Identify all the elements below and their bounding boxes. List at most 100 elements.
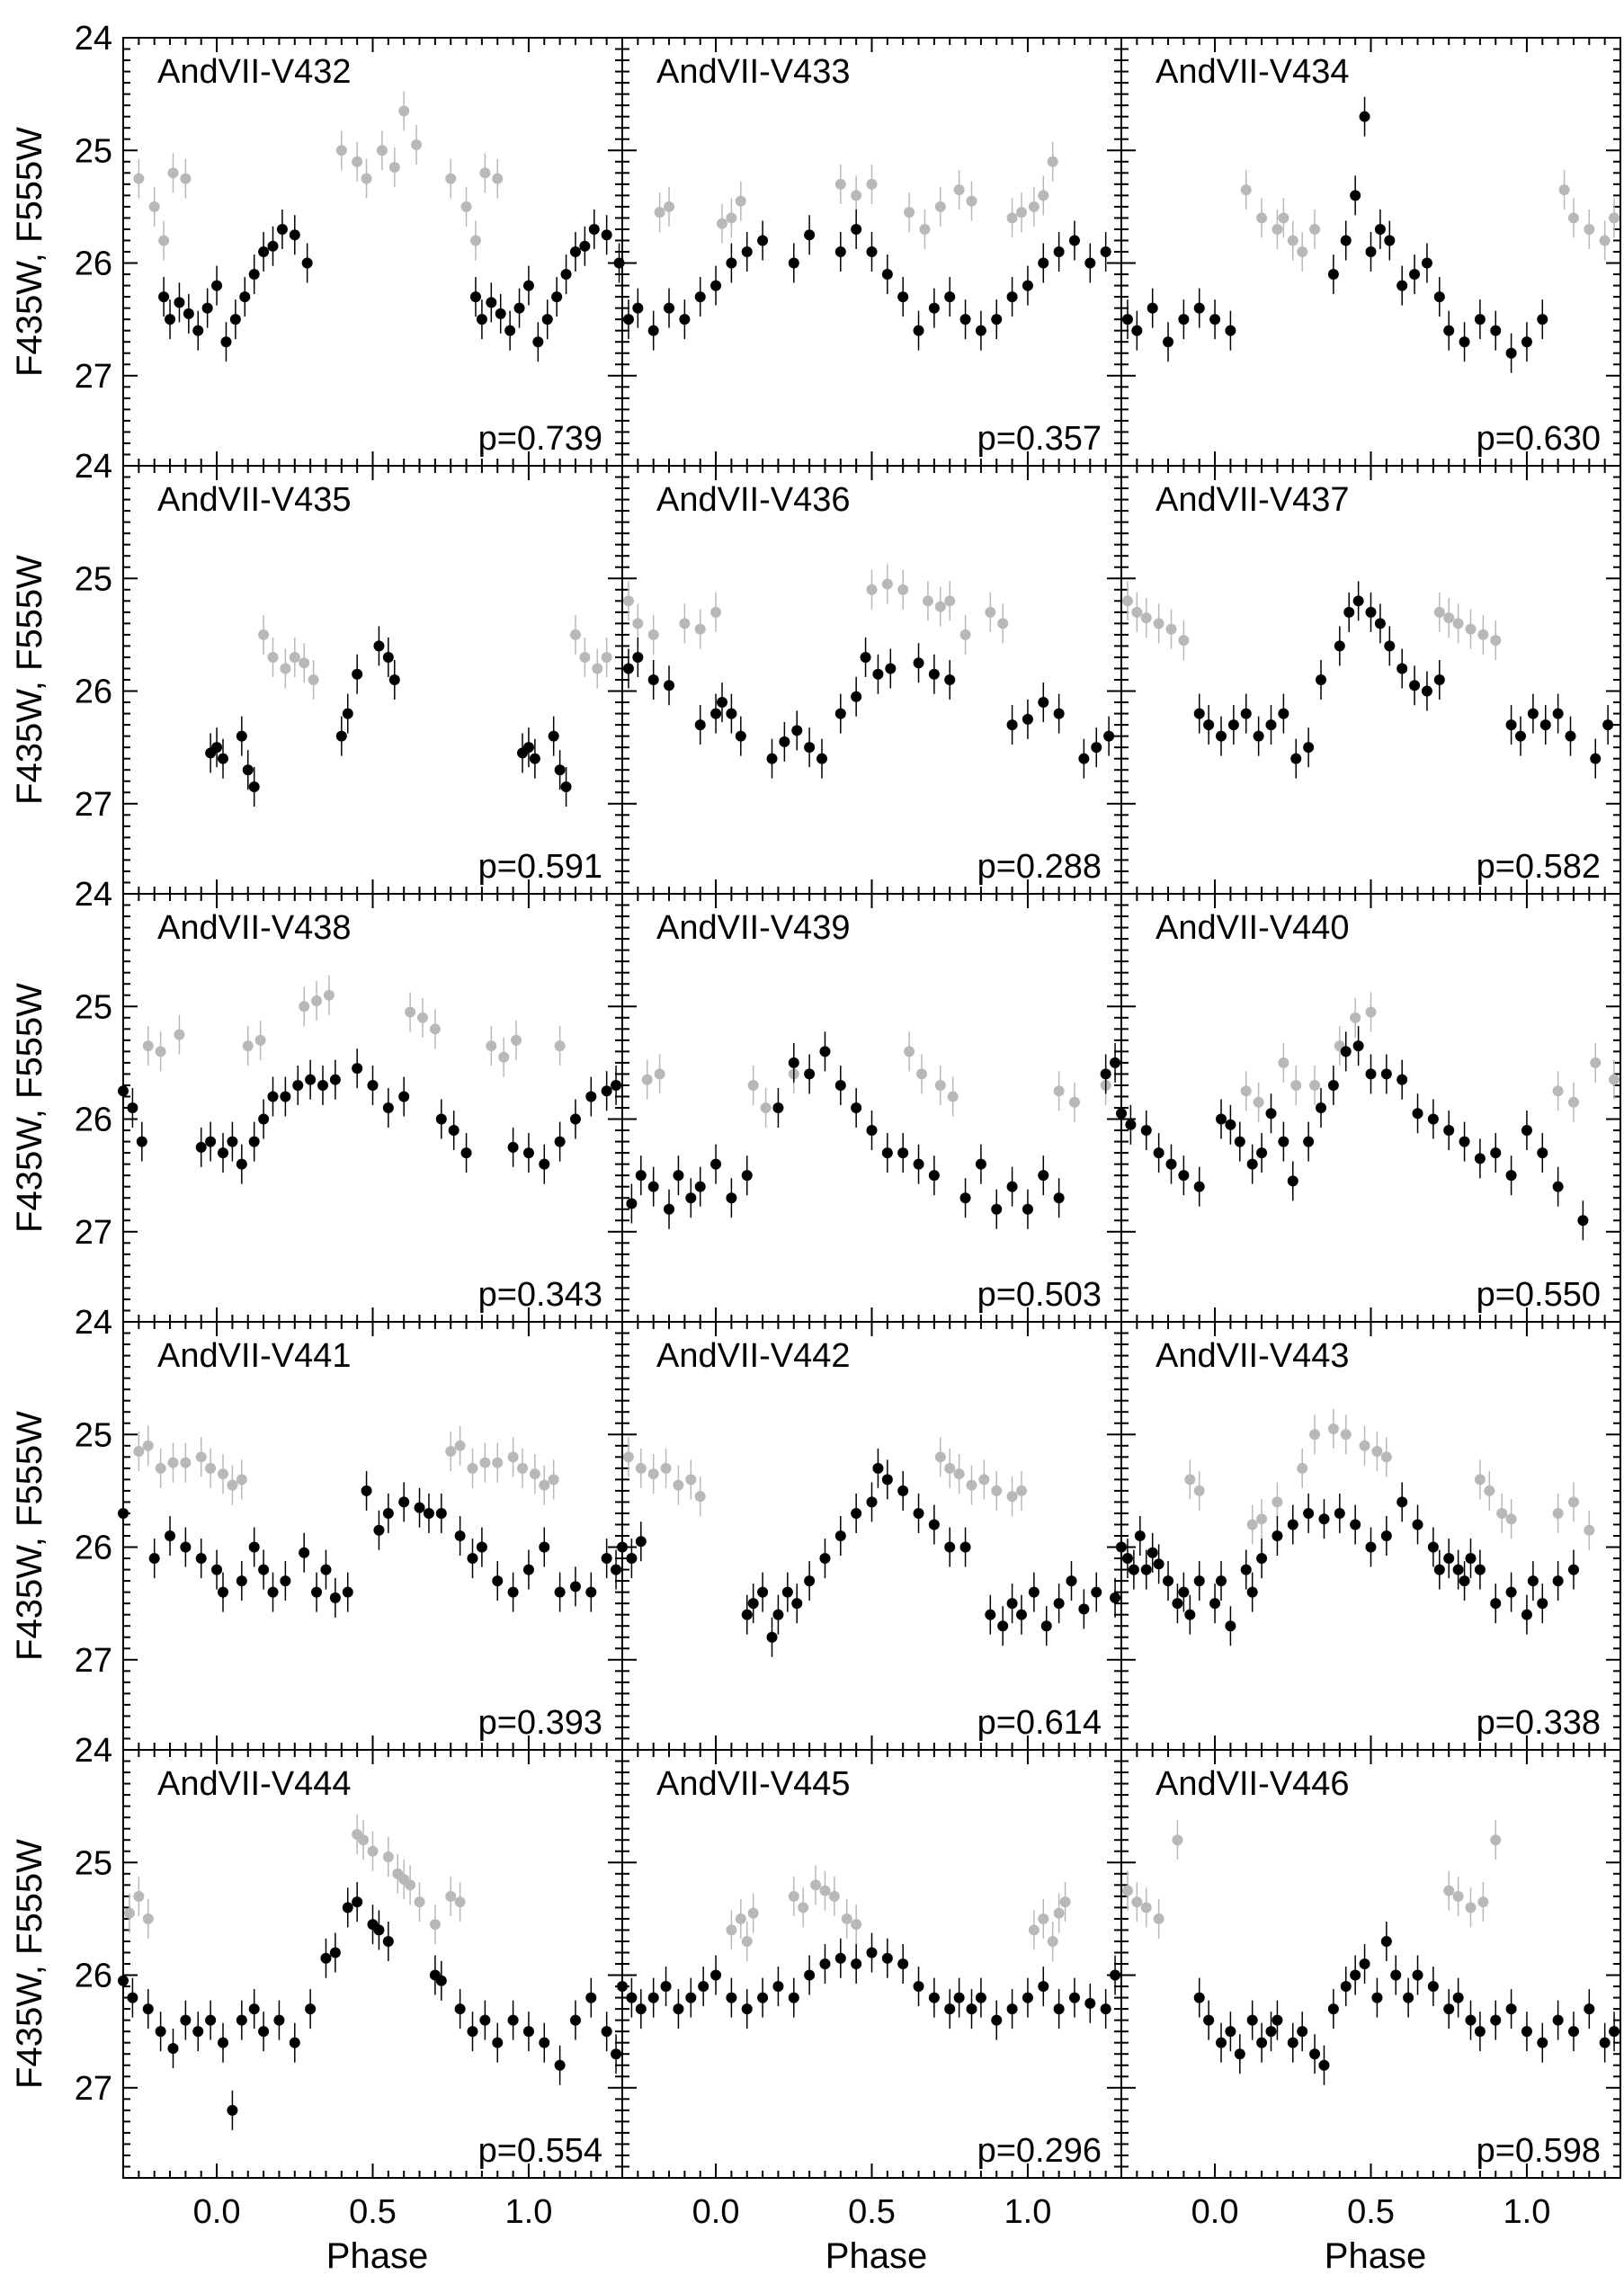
data-point xyxy=(1253,1096,1264,1108)
data-point xyxy=(601,2026,612,2038)
x-tick-label: 1.0 xyxy=(1004,2193,1052,2231)
data-point xyxy=(352,156,363,167)
y-tick-label: 26 xyxy=(75,1102,112,1139)
data-point xyxy=(834,178,846,190)
data-point xyxy=(717,697,727,709)
data-point xyxy=(1134,1530,1146,1541)
data-point xyxy=(1412,1519,1423,1530)
data-point xyxy=(1131,1896,1143,1908)
data-point xyxy=(476,314,487,326)
y-tick-label: 26 xyxy=(75,1530,112,1567)
data-point xyxy=(647,325,659,336)
y-tick-label: 25 xyxy=(75,988,112,1026)
data-point xyxy=(1047,1935,1058,1947)
data-point xyxy=(1028,201,1040,212)
data-point xyxy=(195,1451,207,1463)
data-point xyxy=(1297,2026,1308,2038)
data-point xyxy=(1287,1519,1298,1530)
data-point xyxy=(467,1462,478,1474)
data-point xyxy=(741,1609,753,1620)
data-point xyxy=(1028,1924,1040,1936)
data-point xyxy=(227,1136,238,1147)
data-point xyxy=(1505,1513,1517,1525)
panel-title: AndVII-V438 xyxy=(157,909,351,947)
data-point xyxy=(1396,663,1408,674)
data-point xyxy=(673,1170,684,1182)
data-point xyxy=(1409,680,1421,691)
data-point xyxy=(953,1468,965,1480)
data-point xyxy=(673,1479,684,1491)
data-point xyxy=(554,764,566,776)
data-point xyxy=(1552,2014,1564,2026)
data-point xyxy=(507,1451,519,1463)
data-point xyxy=(1316,1102,1326,1113)
data-point xyxy=(1421,685,1432,697)
data-point xyxy=(1318,2059,1330,2071)
data-point xyxy=(1103,730,1115,742)
data-point xyxy=(174,297,185,308)
data-point xyxy=(539,1541,550,1553)
data-point xyxy=(1140,1564,1152,1575)
data-point xyxy=(539,1479,550,1491)
data-point xyxy=(1390,1969,1402,1981)
data-point xyxy=(928,1519,940,1530)
data-point xyxy=(517,1462,528,1474)
data-point xyxy=(1384,235,1396,246)
data-point xyxy=(944,2003,956,2015)
data-point xyxy=(1465,623,1477,635)
data-point xyxy=(1193,1485,1205,1496)
data-point xyxy=(726,1992,737,2003)
y-tick-label: 24 xyxy=(75,876,112,914)
data-point xyxy=(1100,2003,1111,2015)
data-point xyxy=(928,1170,940,1182)
y-tick-label: 24 xyxy=(75,20,112,58)
data-point xyxy=(757,1992,769,2003)
data-point xyxy=(492,2037,504,2048)
data-point xyxy=(1380,1935,1392,1947)
data-point xyxy=(492,1575,504,1587)
data-point xyxy=(934,201,946,212)
data-point xyxy=(579,240,591,252)
data-point xyxy=(258,1564,270,1575)
data-point xyxy=(1068,235,1080,246)
data-point xyxy=(966,2003,977,2015)
data-point xyxy=(218,1147,228,1159)
data-point xyxy=(329,1947,341,1958)
data-point xyxy=(585,1992,597,2003)
period-label: p=0.739 xyxy=(478,420,602,458)
data-point xyxy=(305,1074,317,1085)
data-point xyxy=(1309,1079,1321,1091)
data-point xyxy=(236,1575,247,1587)
data-point xyxy=(258,1113,270,1125)
data-point xyxy=(554,1136,566,1147)
data-point xyxy=(1365,1068,1377,1080)
light-curve-panel: AndVII-V436 p=0.288 xyxy=(621,465,1122,895)
data-point xyxy=(513,302,525,314)
data-point xyxy=(664,1203,675,1215)
light-curve-panel: 24 25 26 27 AndVII-V438 p=0.343 xyxy=(75,876,623,1323)
data-point xyxy=(1359,1958,1370,1969)
data-point xyxy=(766,753,778,764)
data-point xyxy=(201,302,213,314)
data-point xyxy=(881,1474,893,1485)
data-point xyxy=(944,1462,956,1474)
data-point xyxy=(1515,730,1526,742)
data-point xyxy=(913,325,924,336)
data-point xyxy=(1459,1136,1470,1147)
data-point xyxy=(1147,1547,1158,1558)
data-point xyxy=(779,736,790,747)
data-point xyxy=(694,291,706,303)
data-point xyxy=(460,201,472,212)
data-point xyxy=(342,1586,353,1598)
data-point xyxy=(1309,2048,1321,2060)
data-point xyxy=(218,2037,228,2048)
data-point xyxy=(522,280,534,291)
data-point xyxy=(445,173,457,184)
data-point xyxy=(239,291,251,303)
data-point xyxy=(872,1462,884,1474)
data-point xyxy=(1396,1496,1408,1508)
data-point xyxy=(174,1029,185,1040)
data-point xyxy=(819,1553,831,1565)
data-point xyxy=(694,1181,706,1192)
data-point xyxy=(311,1586,323,1598)
